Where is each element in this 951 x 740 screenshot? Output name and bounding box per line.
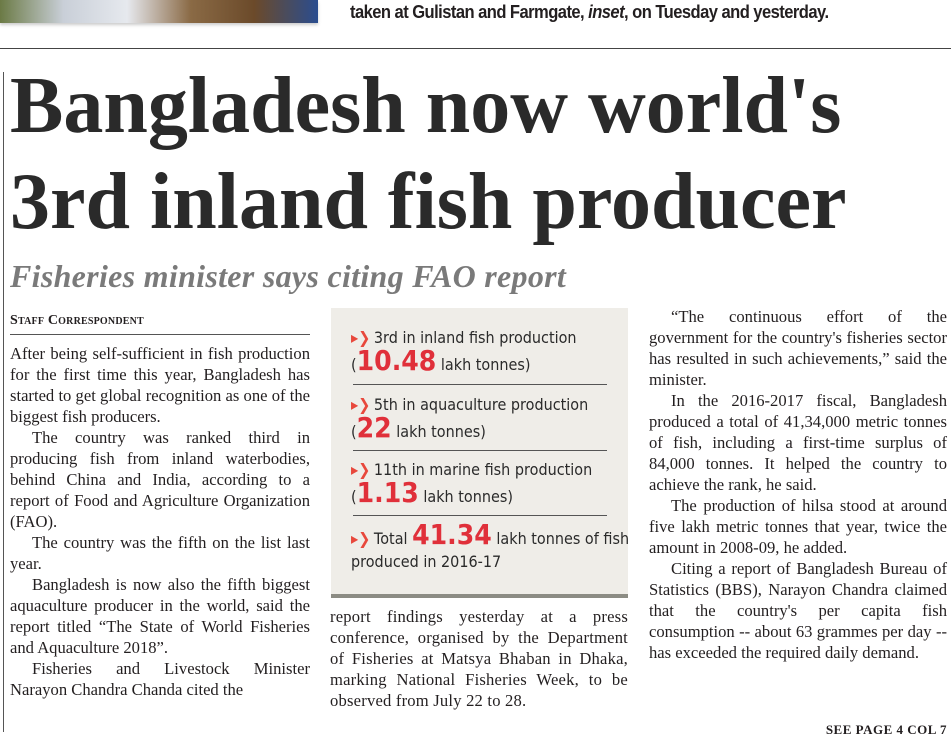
chevron-right-icon: ▸❯	[351, 460, 371, 479]
subheadline: Fisheries minister says citing FAO repor…	[10, 258, 567, 294]
paragraph: Fisheries and Livestock Minister Narayon…	[10, 659, 310, 699]
info-value: 10.48	[356, 344, 437, 377]
news-photo	[0, 0, 318, 23]
divider	[353, 515, 607, 516]
photo-caption: taken at Gulistan and Farmgate, inset, o…	[350, 2, 829, 23]
caption-text: taken at Gulistan and Farmgate,	[350, 2, 589, 22]
info-box: ▸❯ 3rd in inland fish production (10.48 la…	[331, 308, 629, 598]
column-1: Staff Correspondent After being self-suf…	[10, 310, 310, 700]
chevron-right-icon: ▸❯	[351, 328, 371, 347]
info-unit: lakh tonnes)	[391, 422, 486, 441]
paragraph: Citing a report of Bangladesh Bureau of …	[649, 559, 947, 662]
info-item: ▸❯ 5th in aquaculture production (22 lakh …	[351, 393, 588, 444]
chevron-right-icon: ▸❯	[351, 395, 371, 414]
headline: Bangladesh now world's 3rd inland fish pr…	[10, 58, 846, 250]
info-item: ▸❯ 3rd in inland fish production (10.48 la…	[351, 326, 581, 376]
caption-italic: inset	[588, 2, 625, 22]
continued-link[interactable]: SEE PAGE 4 COL 7	[825, 722, 947, 737]
info-item: ▸❯ 11th in marine fish production (1.13 la…	[351, 458, 592, 509]
divider	[353, 384, 607, 385]
headline-line-1: Bangladesh now world's	[10, 62, 842, 150]
info-label: 3rd in inland fish production	[373, 328, 577, 347]
info-value: 22	[356, 411, 392, 444]
info-unit: lakh tonnes)	[436, 355, 531, 374]
column-rule	[3, 72, 4, 732]
info-label: 5th in aquaculture production	[373, 395, 589, 414]
byline: Staff Correspondent	[10, 310, 310, 335]
info-unit: lakh tonnes of fish	[491, 529, 630, 548]
info-item: ▸❯ Total 41.34 lakh tonnes of fish produce…	[351, 521, 629, 573]
info-label-2: produced in 2016-17	[351, 552, 502, 571]
paragraph: The country was ranked third in producin…	[10, 428, 310, 531]
column-3: “The continuous effort of the government…	[649, 306, 947, 663]
info-label: 11th in marine fish production	[373, 460, 593, 479]
info-label: Total	[373, 529, 413, 548]
column-2: report findings yesterday at a press con…	[330, 606, 628, 711]
section-divider	[0, 48, 951, 49]
headline-line-2: 3rd inland fish producer	[10, 158, 847, 246]
paren: (	[351, 355, 357, 374]
paragraph: After being self-sufficient in fish prod…	[10, 344, 310, 426]
paren: (	[351, 422, 357, 441]
paragraph: In the 2016-2017 fiscal, Bangladesh prod…	[649, 391, 947, 494]
chevron-right-icon: ▸❯	[351, 529, 371, 548]
paragraph: “The continuous effort of the government…	[649, 307, 947, 389]
info-value: 41.34	[412, 518, 492, 551]
divider	[353, 450, 607, 451]
paragraph: The production of hilsa stood at around …	[649, 496, 947, 557]
paragraph: The country was the fifth on the list la…	[10, 533, 310, 573]
paragraph: report findings yesterday at a press con…	[330, 607, 628, 710]
caption-text-end: , on Tuesday and yesterday.	[624, 2, 829, 22]
info-unit: lakh tonnes)	[418, 487, 513, 506]
paragraph: Bangladesh is now also the fifth biggest…	[10, 575, 310, 657]
paren: (	[351, 487, 357, 506]
info-value: 1.13	[356, 476, 419, 509]
